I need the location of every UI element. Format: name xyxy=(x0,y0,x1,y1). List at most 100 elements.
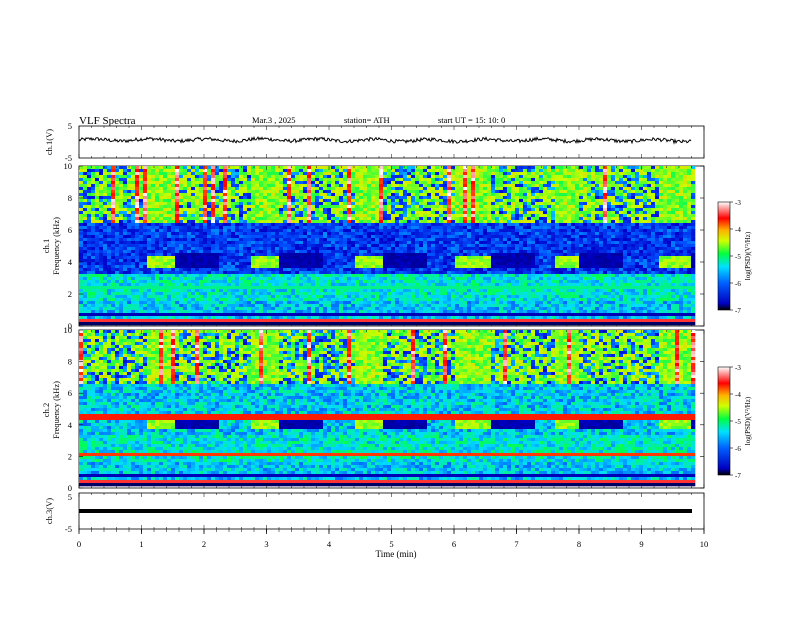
spectrogram-cell xyxy=(139,220,143,223)
spectrogram-cell xyxy=(215,241,219,244)
spectrogram-cell xyxy=(147,181,151,184)
spectrogram-cell xyxy=(179,313,183,316)
spectrogram-cell xyxy=(235,244,239,247)
spectrogram-cell xyxy=(283,253,287,256)
spectrogram-cell xyxy=(271,259,275,262)
spectrogram-cell xyxy=(399,250,403,253)
spectrogram-cell xyxy=(275,265,279,268)
spectrogram-cell xyxy=(159,181,163,184)
spectrogram-cell xyxy=(339,241,343,244)
spectrogram-cell xyxy=(139,244,143,247)
spectrogram-cell xyxy=(263,211,267,214)
spectrogram-cell xyxy=(195,322,199,325)
spectrogram-cell xyxy=(123,259,127,262)
spectrogram-cell xyxy=(319,241,323,244)
spectrogram-cell xyxy=(367,202,371,205)
spectrogram-cell xyxy=(347,247,351,250)
spectrogram-cell xyxy=(335,259,339,262)
spectrogram-cell xyxy=(271,166,275,169)
spectrogram-cell xyxy=(411,229,415,232)
spectrogram-cell xyxy=(99,184,103,187)
spectrogram-cell xyxy=(259,202,263,205)
spectrogram-cell xyxy=(411,190,415,193)
spectrogram-cell xyxy=(151,250,155,253)
spectrogram-cell xyxy=(235,304,239,307)
spectrogram-cell xyxy=(183,313,187,316)
spectrogram-cell xyxy=(283,202,287,205)
spectrogram-cell xyxy=(119,217,123,220)
spectrogram-cell xyxy=(439,316,443,319)
spectrogram-cell xyxy=(131,223,135,226)
spectrogram-cell xyxy=(283,265,287,268)
spectrogram-cell xyxy=(83,268,87,271)
spectrogram-cell xyxy=(267,214,271,217)
spectrogram-cell xyxy=(223,277,227,280)
spectrogram-cell xyxy=(407,220,411,223)
spectrogram-cell xyxy=(359,289,363,292)
spectrogram-cell xyxy=(251,271,255,274)
spectrogram-cell xyxy=(95,262,99,265)
spectrogram-cell xyxy=(331,229,335,232)
spectrogram-cell xyxy=(287,256,291,259)
spectrogram-cell xyxy=(391,220,395,223)
spectrogram-cell xyxy=(291,277,295,280)
spectrogram-cell xyxy=(375,289,379,292)
spectrogram-cell xyxy=(391,199,395,202)
spectrogram-cell xyxy=(151,241,155,244)
spectrogram-cell xyxy=(319,259,323,262)
spectrogram-cell xyxy=(191,289,195,292)
spectrogram-cell xyxy=(219,172,223,175)
spectrogram-cell xyxy=(147,223,151,226)
spectrogram-cell xyxy=(379,292,383,295)
spectrogram-cell xyxy=(159,175,163,178)
spectrogram-cell xyxy=(127,253,131,256)
spectrogram-cell xyxy=(155,226,159,229)
spectrogram-cell xyxy=(163,235,167,238)
spectrogram-cell xyxy=(159,292,163,295)
spectrogram-cell xyxy=(379,304,383,307)
spectrogram-cell xyxy=(303,241,307,244)
spectrogram-cell xyxy=(399,289,403,292)
spectrogram-cell xyxy=(235,178,239,181)
spectrogram-cell xyxy=(219,220,223,223)
spectrogram-cell xyxy=(399,274,403,277)
spectrogram-cell xyxy=(191,229,195,232)
spectrogram-cell xyxy=(167,322,171,325)
spectrogram-cell xyxy=(175,166,179,169)
spectrogram-cell xyxy=(255,214,259,217)
spectrogram-cell xyxy=(427,304,431,307)
spectrogram-cell xyxy=(359,253,363,256)
spectrogram-cell xyxy=(139,265,143,268)
spectrogram-cell xyxy=(351,220,355,223)
spectrogram-cell xyxy=(255,250,259,253)
spectrogram-cell xyxy=(255,298,259,301)
spectrogram-cell xyxy=(335,193,339,196)
spectrogram-cell xyxy=(423,277,427,280)
spectrogram-cell xyxy=(359,181,363,184)
spectrogram-cell xyxy=(119,256,123,259)
spectrogram-cell xyxy=(263,178,267,181)
spectrogram-cell xyxy=(327,271,331,274)
spectrogram-cell xyxy=(347,319,351,322)
spectrogram-cell xyxy=(303,172,307,175)
spectrogram-cell xyxy=(239,196,243,199)
spectrogram-cell xyxy=(223,247,227,250)
spectrogram-cell xyxy=(259,280,263,283)
spectrogram-cell xyxy=(119,310,123,313)
spectrogram-cell xyxy=(311,313,315,316)
spectrogram-cell xyxy=(303,271,307,274)
spectrogram-cell xyxy=(203,208,207,211)
spectrogram-cell xyxy=(387,241,391,244)
spectrogram-cell xyxy=(435,277,439,280)
spectrogram-cell xyxy=(151,265,155,268)
spectrogram-cell xyxy=(283,199,287,202)
spectrogram-cell xyxy=(347,211,351,214)
spectrogram-cell xyxy=(195,190,199,193)
spectrogram-cell xyxy=(243,169,247,172)
spectrogram-cell xyxy=(243,220,247,223)
spectrogram-cell xyxy=(307,169,311,172)
spectrogram-cell xyxy=(395,310,399,313)
spectrogram-cell xyxy=(279,277,283,280)
spectrogram-cell xyxy=(239,274,243,277)
spectrogram-cell xyxy=(207,238,211,241)
